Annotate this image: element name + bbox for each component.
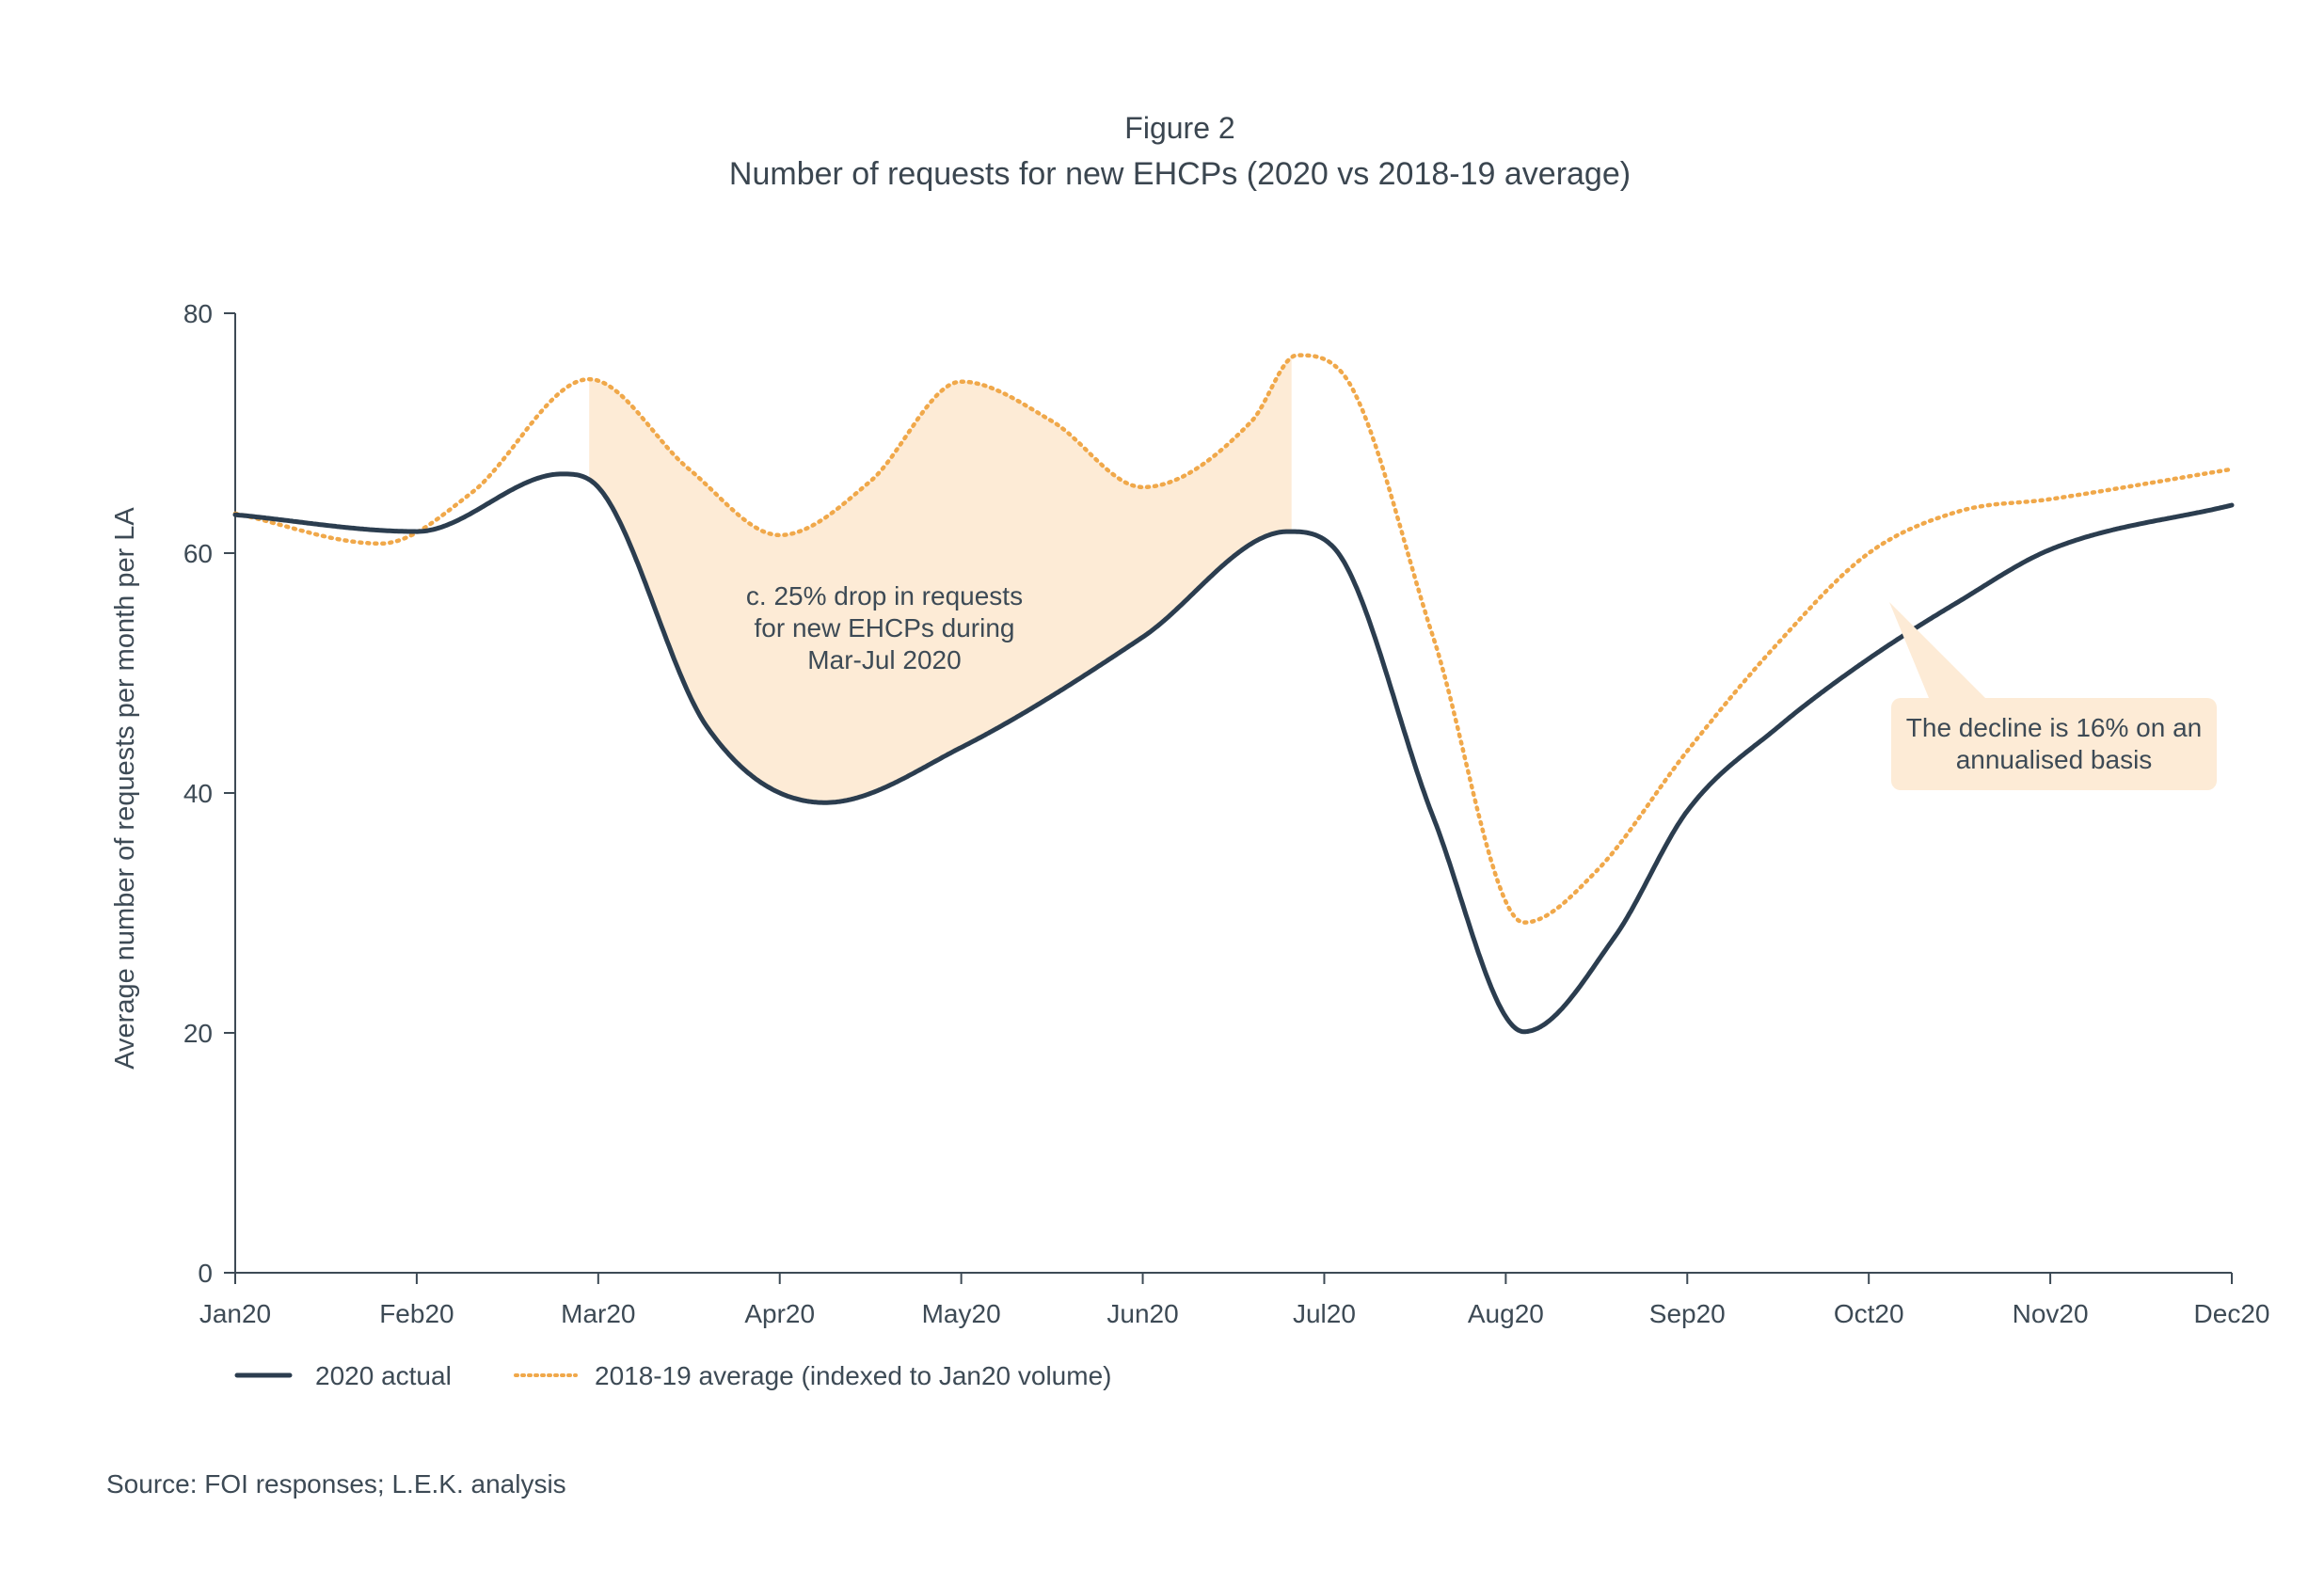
x-tick-label: Jun20 [1106, 1299, 1178, 1328]
annotation-drop-line-1: c. 25% drop in requests [746, 581, 1023, 611]
callout-box [1891, 698, 2217, 790]
x-tick-label: Oct20 [1834, 1299, 1904, 1328]
annotation-callout: The decline is 16% on an annualised basi… [1889, 602, 2217, 790]
shaded-drop-region-layer [589, 357, 1292, 803]
x-tick-label: Sep20 [1649, 1299, 1726, 1328]
x-tick-label: Jul20 [1293, 1299, 1356, 1328]
x-tick-label: Mar20 [561, 1299, 635, 1328]
y-tick-label: 20 [183, 1019, 213, 1048]
annotation-drop-line-2: for new EHCPs during [754, 613, 1014, 642]
x-ticks: Jan20 Feb20 Mar20 Apr20 May20 Jun20 Jul20 Aug20… [199, 1273, 2270, 1328]
x-tick-label: Feb20 [379, 1299, 454, 1328]
x-tick-label: May20 [922, 1299, 1001, 1328]
y-tick-label: 80 [183, 299, 213, 328]
annotation-drop: c. 25% drop in requests for new EHCPs du… [746, 581, 1023, 674]
x-tick-label: Jan20 [199, 1299, 271, 1328]
y-axis-title: Average number of requests per month per… [110, 507, 140, 1070]
x-tick-label: Apr20 [744, 1299, 815, 1328]
figure-label: Figure 2 [1124, 111, 1234, 145]
x-tick-label: Nov20 [2013, 1299, 2089, 1328]
y-ticks: 0 20 40 60 80 [183, 299, 235, 1288]
legend: 2020 actual 2018-19 average (indexed to … [234, 1361, 1111, 1390]
annotation-callout-line-1: The decline is 16% on an [1906, 713, 2202, 742]
callout-pointer [1889, 602, 1985, 698]
y-tick-label: 60 [183, 539, 213, 568]
annotation-drop-line-3: Mar-Jul 2020 [807, 645, 961, 674]
series-line-2020-actual [232, 471, 2235, 1035]
legend-label-average: 2018-19 average (indexed to Jan20 volume… [595, 1361, 1111, 1390]
series-line-2018-19-average [232, 353, 2235, 925]
y-tick-label: 0 [198, 1259, 213, 1288]
shaded-drop-region [589, 357, 1292, 803]
y-tick-label: 40 [183, 779, 213, 808]
legend-label-actual: 2020 actual [315, 1361, 452, 1390]
x-tick-label: Aug20 [1468, 1299, 1544, 1328]
source-note: Source: FOI responses; L.E.K. analysis [106, 1469, 566, 1499]
series-layer [232, 353, 2235, 1035]
x-tick-label: Dec20 [2194, 1299, 2270, 1328]
annotation-callout-line-2: annualised basis [1956, 745, 2153, 774]
chart-title: Number of requests for new EHCPs (2020 v… [729, 156, 1631, 192]
